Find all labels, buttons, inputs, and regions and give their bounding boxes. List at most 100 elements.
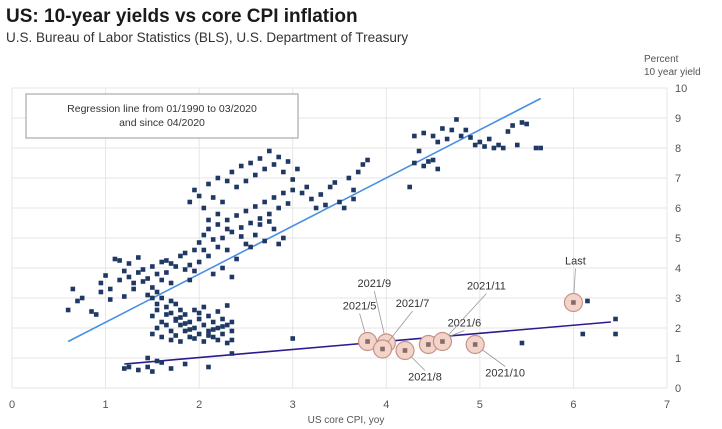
scatter-point (510, 123, 515, 128)
highlight-point (571, 300, 576, 305)
legend-box-line2: and since 04/2020 (119, 117, 205, 129)
y-tick-label: 3 (675, 293, 681, 305)
scatter-point (482, 144, 487, 149)
scatter-point (472, 142, 478, 148)
scatter-point (220, 265, 225, 271)
scatter-point (262, 199, 267, 205)
grid-layer (11, 87, 668, 389)
scatter-point (126, 261, 132, 266)
y-tick-label: 2 (675, 323, 681, 335)
scatter-point (449, 127, 455, 133)
legend-box-line1: Regression line from 01/1990 to 03/2020 (67, 103, 257, 115)
scatter-point (229, 169, 235, 175)
scatter-point (238, 163, 244, 169)
scatter-point (327, 184, 333, 190)
scatter-point (295, 166, 300, 172)
scatter-point (524, 121, 529, 127)
y-tick-label: 6 (675, 203, 681, 215)
y-tick-label: 5 (675, 233, 681, 245)
scatter-point (173, 264, 179, 269)
x-axis-label: US core CPI, yoy (308, 415, 385, 426)
y-tick-label: 4 (675, 263, 681, 275)
scatter-point (178, 339, 183, 344)
scatter-point (121, 366, 127, 371)
scatter-point (117, 258, 122, 263)
scatter-point (276, 154, 281, 160)
scatter-point (468, 135, 473, 140)
scatter-point (192, 187, 197, 193)
scatter-point (421, 130, 427, 136)
scatter-point (220, 316, 225, 322)
scatter-point (192, 307, 197, 313)
scatter-point (131, 286, 136, 292)
scatter-point (224, 247, 230, 253)
scatter-point (257, 222, 263, 227)
scatter-point (210, 195, 216, 200)
x-tick-label: 1 (103, 399, 109, 411)
scatter-point (458, 133, 464, 139)
scatter-point (75, 298, 80, 304)
scatter-point (220, 199, 225, 205)
scatter-point (140, 267, 146, 272)
scatter-point (93, 312, 99, 317)
scatter-point (187, 334, 193, 340)
scatter-point (220, 235, 225, 241)
scatter-point (332, 180, 338, 185)
scatter-point (613, 331, 618, 337)
scatter-point (98, 280, 104, 286)
y-tick-label: 1 (675, 353, 681, 365)
scatter-point (281, 235, 286, 241)
annotation-label: 2021/11 (467, 281, 506, 293)
scatter-point (136, 270, 141, 275)
scatter-point (281, 190, 286, 196)
scatter-point (533, 145, 539, 151)
scatter-point (136, 367, 141, 373)
scatter-point (215, 222, 221, 227)
scatter-point (210, 327, 216, 332)
scatter-point (313, 205, 319, 211)
scatter-point (224, 217, 230, 223)
scatter-point (248, 244, 253, 250)
y-tick-label: 10 (675, 83, 687, 95)
scatter-point (164, 322, 169, 328)
scatter-point (257, 156, 263, 161)
scatter-point (248, 160, 253, 166)
scatter-point (267, 148, 272, 154)
scatter-point (168, 337, 174, 343)
y-tick-label: 8 (675, 143, 681, 155)
scatter-point (192, 336, 197, 341)
scatter-point (262, 166, 267, 172)
scatter-point (182, 321, 188, 326)
scatter-point (182, 250, 188, 256)
scatter-point (196, 310, 202, 316)
scatter-point (154, 358, 160, 364)
scatter-point (164, 258, 169, 263)
scatter-point (159, 277, 165, 283)
scatter-point (210, 334, 216, 340)
scatter-point (435, 139, 441, 145)
scatter-point (168, 366, 174, 371)
scatter-point (613, 316, 618, 322)
scatter-point (126, 274, 132, 280)
annotation-label: 2021/10 (485, 368, 525, 380)
highlight-point (365, 339, 370, 344)
scatter-point (355, 169, 361, 175)
scatter-point (121, 294, 127, 299)
scatter-point (229, 229, 235, 235)
x-tick-label: 5 (477, 399, 483, 411)
scatter-point (145, 364, 150, 370)
annotation-label: 2021/6 (448, 318, 482, 330)
scatter-point (178, 315, 183, 320)
scatter-point (196, 331, 202, 337)
scatter-point (229, 319, 235, 325)
highlighted-points: 2021/5 2021/9 2021/7 2021/8 2021/6 2021/11 202… (343, 256, 586, 384)
annotation-label: 2021/8 (408, 372, 442, 384)
scatter-point (107, 286, 113, 292)
scatter-point (159, 295, 165, 301)
scatter-point (290, 336, 296, 341)
scatter-point (252, 204, 258, 209)
scatter-point (430, 133, 436, 139)
scatter-point (346, 175, 352, 181)
scatter-point (154, 325, 160, 331)
scatter-point (178, 253, 183, 259)
